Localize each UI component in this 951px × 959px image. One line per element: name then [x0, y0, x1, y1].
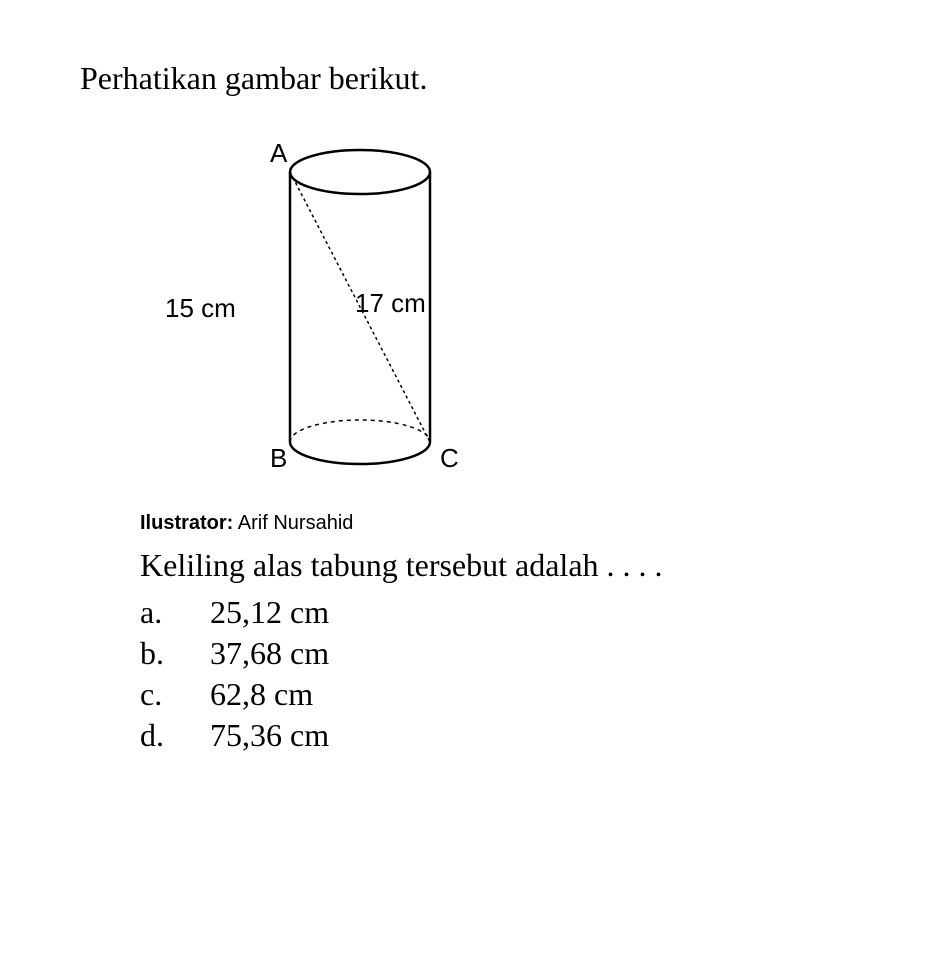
cylinder-diagram: A B C 15 cm 17 cm: [160, 122, 510, 502]
label-b: B: [270, 443, 287, 473]
option-letter: c.: [140, 676, 210, 713]
option-letter: d.: [140, 717, 210, 754]
height-label: 15 cm: [165, 293, 236, 323]
illustrator-label: Ilustrator:: [140, 512, 233, 534]
label-a: A: [270, 138, 288, 168]
option-letter: a.: [140, 594, 210, 631]
option-b: b. 37,68 cm: [140, 635, 871, 672]
label-c: C: [440, 443, 459, 473]
diagonal-label: 17 cm: [355, 288, 426, 318]
cylinder-bottom-front: [290, 442, 430, 464]
option-value: 25,12 cm: [210, 594, 871, 631]
question-title: Perhatikan gambar berikut.: [80, 60, 871, 97]
illustrator-credit: Ilustrator: Arif Nursahid: [140, 512, 871, 535]
illustrator-name: Arif Nursahid: [238, 512, 354, 534]
options-list: a. 25,12 cm b. 37,68 cm c. 62,8 cm d. 75…: [140, 594, 871, 754]
option-a: a. 25,12 cm: [140, 594, 871, 631]
option-value: 75,36 cm: [210, 717, 871, 754]
option-value: 62,8 cm: [210, 676, 871, 713]
option-d: d. 75,36 cm: [140, 717, 871, 754]
option-value: 37,68 cm: [210, 635, 871, 672]
cylinder-top-ellipse: [290, 150, 430, 194]
cylinder-svg: A B C 15 cm 17 cm: [160, 122, 510, 502]
question-text: Keliling alas tabung tersebut adalah . .…: [140, 547, 871, 584]
cylinder-bottom-back: [290, 420, 430, 442]
option-c: c. 62,8 cm: [140, 676, 871, 713]
option-letter: b.: [140, 635, 210, 672]
